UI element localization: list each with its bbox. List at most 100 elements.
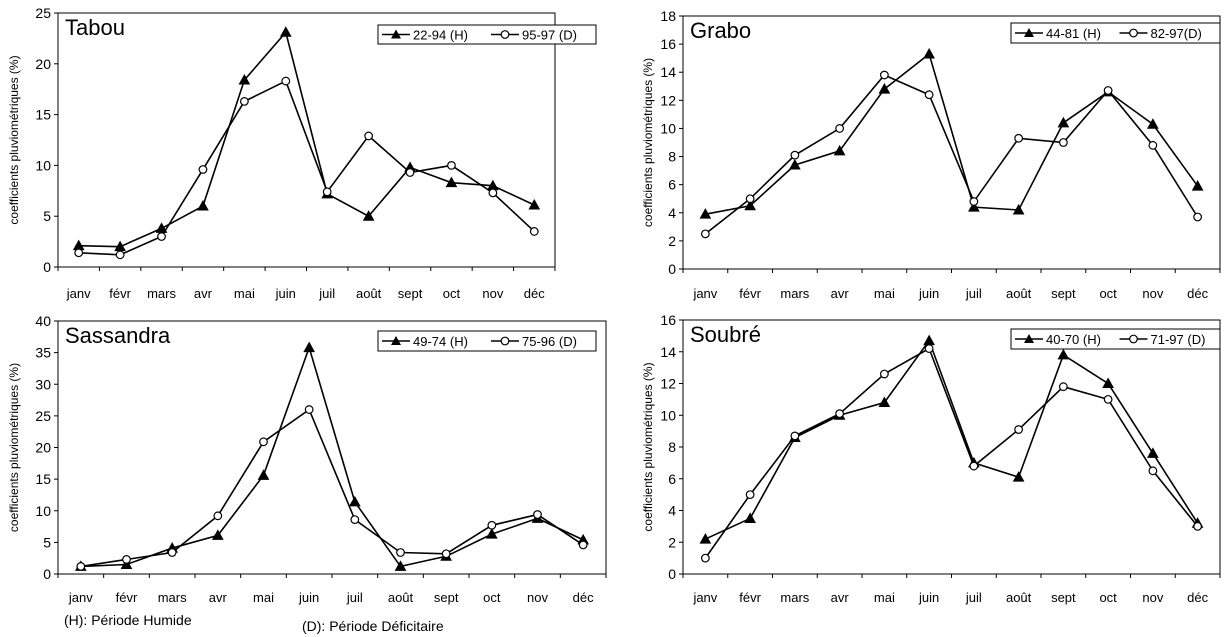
legend-label-1: 71-97 (D) (1151, 332, 1206, 347)
y-tick-label: 0 (43, 259, 51, 275)
data-point-triangle (1191, 180, 1204, 191)
series-line-1 (704, 347, 1199, 559)
data-point-triangle (445, 176, 458, 188)
data-point-circle (487, 520, 497, 530)
footnote-humide: (H): Période Humide (64, 612, 192, 628)
chart-panel-2: 0 5 10 15 20 25 30 35 40 janv févr mars avr mai juin ju… (7, 313, 607, 605)
data-point-triangle (789, 158, 801, 170)
y-tick-label: 20 (35, 440, 51, 456)
x-tick-label: mars (780, 286, 809, 301)
data-point-circle (76, 562, 86, 571)
data-point-circle (1014, 425, 1024, 434)
x-tick-label: août (1006, 590, 1032, 605)
y-tick-label: 20 (35, 56, 51, 72)
data-point-triangle (1057, 348, 1070, 360)
x-tick-label: août (356, 286, 382, 301)
data-point-triangle (238, 74, 251, 85)
x-tick-label: déc (524, 286, 545, 301)
data-point-circle (213, 511, 223, 521)
data-point-triangle (1012, 471, 1025, 482)
data-point-circle (198, 165, 208, 174)
data-point-circle (924, 90, 934, 100)
series-line-1 (704, 74, 1199, 235)
data-point-triangle (394, 560, 407, 571)
data-point-circle (157, 232, 166, 241)
x-tick-label: juil (346, 590, 363, 605)
x-tick-label: oct (483, 590, 501, 605)
x-tick-label: nov (527, 590, 548, 605)
data-point-circle (396, 548, 405, 557)
data-point-circle (74, 248, 84, 258)
data-point-circle (969, 197, 979, 206)
data-point-triangle (968, 201, 980, 212)
x-tick-label: déc (1187, 590, 1208, 605)
data-point-circle (700, 229, 710, 239)
x-tick-label: sept (1051, 590, 1076, 605)
data-point-circle (745, 490, 755, 500)
data-point-circle (1103, 394, 1113, 404)
y-tick-label: 6 (668, 471, 676, 487)
data-point-circle (835, 124, 845, 133)
legend-marker-triangle (391, 29, 401, 39)
data-point-circle (924, 344, 934, 353)
plot-area (682, 319, 1221, 575)
series-line-0 (78, 30, 535, 248)
series-line-0 (705, 338, 1199, 540)
x-tick-label: août (1006, 286, 1032, 301)
x-tick-label: juil (965, 286, 982, 301)
data-point-circle (790, 431, 800, 441)
data-point-triangle (257, 469, 270, 480)
chart-title: Tabou (65, 15, 125, 40)
data-point-circle (700, 553, 710, 563)
x-tick-label: janv (692, 590, 717, 605)
x-tick-label: avr (831, 286, 850, 301)
legend-label-1: 82-97(D) (1151, 26, 1202, 41)
data-point-circle (835, 409, 845, 419)
y-tick-label: 0 (43, 566, 51, 582)
y-tick-label: 25 (35, 5, 51, 21)
x-tick-label: mai (874, 286, 895, 301)
y-tick-label: 10 (35, 503, 51, 519)
data-point-circle (1014, 133, 1024, 143)
chart-panel-0: 0 5 10 15 20 25 janv févr mars avr mai juin juil août… (7, 5, 597, 301)
plot-area (57, 320, 607, 575)
data-point-triangle (923, 47, 935, 59)
y-axis-label: coefficients pluviométriques (%) (7, 55, 21, 224)
x-tick-label: mai (253, 590, 274, 605)
data-point-triangle (1147, 447, 1159, 458)
data-point-triangle (744, 199, 756, 211)
x-tick-label: nov (482, 286, 503, 301)
x-tick-label: juin (275, 286, 296, 301)
data-point-triangle (211, 529, 224, 540)
x-tick-label: juin (298, 590, 319, 605)
x-tick-label: avr (831, 590, 850, 605)
plot-area (682, 15, 1221, 270)
legend-label-1: 75-96 (D) (522, 334, 577, 349)
x-tick-label: oct (1099, 590, 1117, 605)
data-point-circle (304, 405, 314, 414)
data-point-circle (1193, 212, 1203, 222)
data-point-triangle (1012, 203, 1025, 215)
data-point-circle (441, 549, 451, 559)
data-point-circle (1103, 86, 1113, 95)
legend-label-0: 40-70 (H) (1046, 332, 1101, 347)
y-tick-label: 18 (660, 8, 676, 24)
y-tick-label: 16 (660, 36, 676, 52)
x-tick-label: nov (1142, 590, 1163, 605)
data-point-triangle (279, 26, 292, 37)
series-line-0 (80, 344, 584, 568)
data-point-circle (1193, 521, 1203, 531)
data-point-triangle (485, 528, 498, 539)
y-tick-label: 40 (35, 313, 51, 329)
data-point-circle (790, 150, 800, 160)
data-point-circle (745, 194, 755, 204)
y-tick-label: 16 (660, 312, 676, 328)
data-point-triangle (699, 208, 712, 219)
legend-label-0: 49-74 (H) (413, 334, 468, 349)
y-tick-label: 5 (43, 208, 51, 224)
x-tick-label: sept (1051, 286, 1076, 301)
data-point-circle (578, 540, 588, 550)
data-point-circle (115, 250, 125, 260)
x-tick-label: juin (918, 590, 939, 605)
